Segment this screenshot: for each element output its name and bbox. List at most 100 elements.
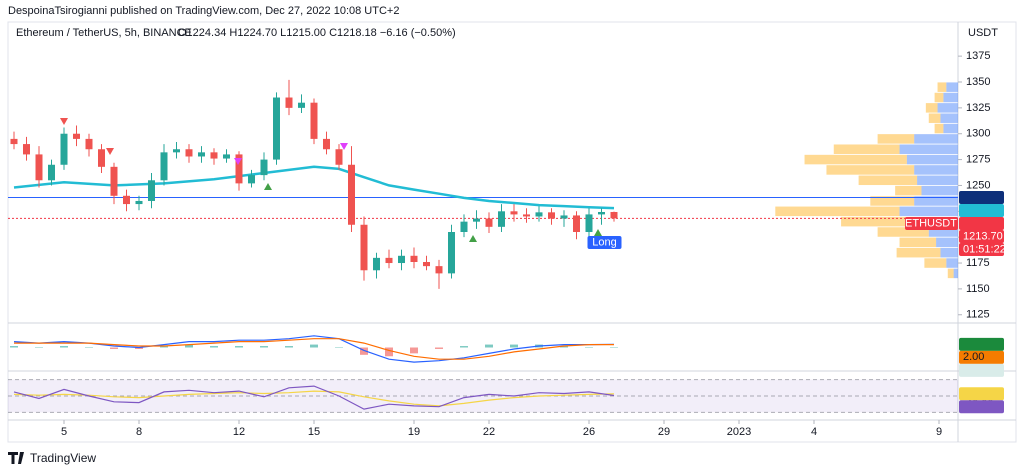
y-tick-label: 1125 (966, 309, 990, 321)
candle-body (48, 164, 55, 181)
macd-histogram (485, 344, 493, 348)
profile-up (928, 227, 958, 237)
profile-down (934, 92, 944, 103)
profile-up (953, 268, 958, 279)
candle-body (148, 180, 155, 201)
y-tick-label: 1250 (966, 179, 990, 191)
candle-body (473, 218, 480, 222)
y-tick-label: 1325 (966, 102, 990, 114)
y-tick-label: 1350 (966, 76, 990, 88)
sell-signal (106, 148, 114, 155)
macd-histogram (435, 347, 443, 349)
profile-up (906, 154, 958, 165)
candle-body (10, 138, 18, 145)
profile-up (940, 247, 958, 258)
macd-histogram (560, 346, 568, 348)
profile-up (921, 185, 958, 196)
candle-body (548, 212, 555, 219)
candle-body (573, 215, 580, 232)
rsi-line (13, 385, 615, 410)
candle-body (398, 255, 405, 264)
candle-body (185, 149, 193, 157)
profile-up (899, 206, 958, 217)
candle-body (423, 262, 430, 267)
countdown: 01:51:22 (963, 243, 1006, 255)
price-label-bg (959, 387, 1004, 401)
macd-histogram (10, 346, 18, 348)
macd-histogram (460, 346, 468, 348)
candle-body (348, 164, 355, 225)
annotation-bg (587, 236, 622, 249)
candle-body (210, 152, 218, 159)
y-tick-label: 1175 (966, 257, 990, 269)
profile-up (943, 123, 958, 134)
candle-body (198, 152, 205, 157)
profile-down (833, 144, 900, 154)
macd-histogram (285, 346, 293, 348)
candle-body (498, 211, 505, 227)
countdown-bg (959, 242, 1004, 256)
profile-down (947, 268, 954, 279)
candle-body (110, 166, 118, 196)
macd-histogram (235, 346, 243, 348)
brand-logo (8, 452, 24, 464)
candle-body (360, 224, 368, 271)
brand: TradingView (8, 451, 96, 465)
candle-body (460, 221, 468, 232)
x-tick-label: 15 (308, 426, 320, 438)
profile-down (826, 165, 915, 175)
candle-body (135, 200, 143, 205)
profile-down (924, 258, 947, 268)
rsi-ma-line (13, 390, 615, 407)
macd-histogram (35, 347, 43, 348)
profile-down (937, 82, 947, 92)
candle-body (373, 257, 380, 271)
x-tick-label: 26 (583, 426, 595, 438)
candle-body (235, 154, 243, 184)
x-tick-label: 2023 (727, 426, 751, 438)
symbol-title: Ethereum / TetherUS, 5h, BINANCE (16, 27, 192, 39)
candle-body (273, 97, 280, 160)
macd-histogram (60, 346, 68, 348)
sell-signal (60, 118, 68, 125)
profile-down (895, 185, 922, 196)
candle-body (323, 138, 330, 150)
buy-signal (469, 235, 477, 242)
candle-body (260, 159, 268, 176)
candle-body (60, 133, 68, 165)
profile-up (937, 103, 958, 113)
macd-histogram (585, 347, 593, 348)
candle-body (585, 214, 593, 232)
candle-body (285, 97, 293, 108)
y-tick-label: 1275 (966, 153, 990, 165)
candle-body (123, 195, 130, 205)
candle-body (610, 211, 618, 219)
price-label-bg (959, 216, 1004, 230)
candle-body (310, 102, 318, 139)
macd-histogram (360, 347, 368, 355)
x-tick-label: 22 (483, 426, 495, 438)
candle-body (160, 152, 168, 181)
profile-down (899, 237, 937, 248)
x-tick-label: 4 (811, 426, 817, 438)
candle-body (535, 212, 543, 217)
candle-body (73, 133, 80, 139)
profile-up (940, 113, 958, 123)
candle-body (523, 214, 530, 217)
macd-histogram (85, 347, 93, 348)
profile-down (877, 227, 929, 237)
macd-histogram (310, 344, 318, 348)
price-unit: USDT (968, 27, 998, 39)
y-tick-label: 1150 (966, 283, 990, 295)
symbol-label: ETHUSDT (905, 217, 957, 229)
price-label-bg (959, 350, 1004, 364)
x-tick-label: 8 (136, 426, 142, 438)
price-label: 1213.70 (963, 230, 1003, 242)
candle-body (435, 266, 443, 274)
sell-signal (340, 143, 348, 150)
profile-up (917, 175, 958, 186)
x-tick-label: 12 (233, 426, 245, 438)
